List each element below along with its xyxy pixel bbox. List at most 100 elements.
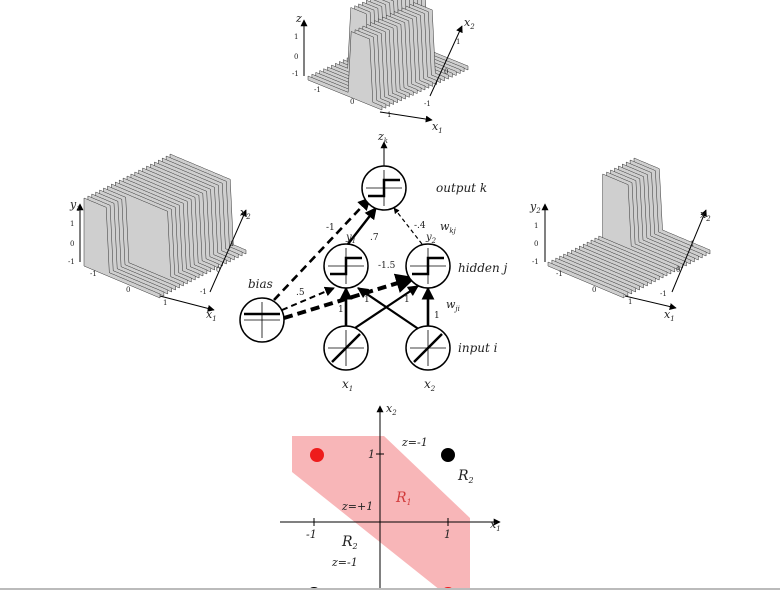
- surface-slice: [551, 259, 629, 297]
- edge-x1-y2: [351, 285, 419, 331]
- surface-slice: [563, 253, 640, 291]
- x1-tick-0: 0: [350, 98, 354, 106]
- y2-axis-label: y2: [529, 200, 541, 215]
- edge-x2-y1: [357, 287, 421, 331]
- output-node: [361, 165, 407, 211]
- weight-bias-y2: -1.5: [378, 261, 396, 271]
- edge-y1-out: [347, 207, 377, 245]
- z-tick-1: 1: [294, 33, 298, 41]
- surface-slice: [547, 261, 625, 299]
- z-tick-neg1: -1: [292, 70, 299, 78]
- surface-slice: [586, 241, 664, 279]
- left-x1-tick-neg1: -1: [90, 270, 97, 278]
- point-black-top: [441, 448, 455, 462]
- zk-label: zk: [377, 130, 388, 145]
- z-tick-0: 0: [294, 53, 298, 61]
- edge-y2-out: [393, 207, 423, 245]
- left-x1-tick-1: 1: [163, 299, 167, 307]
- surface-slice: [571, 249, 648, 287]
- z-axis-label: z: [295, 12, 302, 25]
- x2-tick-0: 0: [444, 68, 448, 76]
- right-x2-tick-1: 1: [690, 240, 694, 248]
- wji-label: wji: [446, 298, 460, 313]
- y1-tick-0: 0: [70, 240, 74, 248]
- surface-slice: [590, 239, 668, 277]
- tick-x-pos1: 1: [444, 528, 451, 541]
- left-x1-tick-0: 0: [126, 286, 130, 294]
- label-z-plus: z=+1: [341, 500, 373, 513]
- surface-left: [83, 153, 247, 299]
- hidden-node-y1: [323, 243, 369, 289]
- step-function-icon: [368, 178, 400, 198]
- x2-axis-label: x2: [386, 402, 397, 417]
- bias-label: bias: [248, 277, 273, 291]
- y1-label: y1: [345, 232, 356, 245]
- y1-axis-label: y1: [69, 198, 81, 213]
- label-region-r2-top: R2: [457, 468, 474, 485]
- weight-x2-y2: 1: [434, 311, 440, 321]
- right-x1-tick-0: 0: [592, 286, 596, 294]
- plot-3d-right: y2 1 0 -1 -1 0 1 -1 0 1 x1 x2: [529, 157, 711, 323]
- input-node-x2: [405, 325, 451, 371]
- surface-slice: [575, 247, 652, 285]
- surface-slice: [594, 237, 672, 275]
- right-x1-axis-label: x1: [664, 308, 675, 323]
- weight-x2-y1: 1: [404, 295, 410, 305]
- y1-tick-1: 1: [70, 220, 74, 228]
- network-diagram: zk output k hidden j input i bias wkj wj…: [239, 130, 508, 393]
- surface-slice: [83, 197, 161, 299]
- weight-y2-out: -.4: [414, 221, 426, 231]
- left-x2-axis-label: x2: [240, 206, 251, 221]
- surface-slice: [598, 235, 676, 273]
- label-region-r2-bottom: R2: [341, 534, 358, 551]
- plot-3d-top: z 1 0 -1 -1 0 1 -1 0 1 x1 x2: [292, 0, 475, 135]
- step-function-icon: [412, 256, 444, 276]
- surface-slice: [555, 257, 633, 295]
- x2-tick-1: 1: [456, 38, 460, 46]
- x1-input-label: x1: [342, 377, 353, 393]
- linear-function-icon: [331, 333, 361, 363]
- hidden-node-y2: [405, 243, 451, 289]
- linear-function-icon: [413, 333, 443, 363]
- wkj-label: wkj: [440, 220, 457, 235]
- weight-x1-y2: 1: [364, 295, 370, 305]
- surface-right: [547, 157, 711, 299]
- step-function-icon: [330, 256, 362, 276]
- x1-tick-1: 1: [387, 111, 391, 119]
- y2-tick-1: 1: [534, 222, 538, 230]
- bias-node: [239, 297, 285, 343]
- y2-label: y2: [425, 232, 437, 245]
- left-x1-axis-label: x1: [206, 308, 217, 323]
- decision-region-plot: x2 x1 -1 1 1 z=-1 z=+1 z=-1 R1 R2 R2: [280, 402, 501, 590]
- x1-tick-neg1: -1: [314, 86, 321, 94]
- weight-y1-out: .7: [370, 233, 379, 243]
- y2-tick-neg1: -1: [532, 258, 539, 266]
- x2-tick-neg1: -1: [424, 100, 431, 108]
- left-x2-tick-1: 1: [230, 240, 234, 248]
- edge-bias-y2: [283, 273, 416, 320]
- weight-x1-y1: 1: [338, 305, 344, 315]
- input-layer-label: input i: [458, 341, 498, 355]
- weight-bias-out: -1: [326, 223, 335, 233]
- plot-3d-left: y1 1 0 -1 -1 0 1 -1 0 1 x1 x2: [68, 153, 251, 323]
- tick-x-neg1: -1: [306, 528, 317, 541]
- right-x2-tick-0: 0: [676, 266, 680, 274]
- surface-slice: [307, 31, 383, 111]
- y2-tick-0: 0: [534, 240, 538, 248]
- label-z-minus-top: z=-1: [401, 436, 428, 449]
- right-x1-tick-neg1: -1: [556, 270, 563, 278]
- left-x2-tick-neg1: -1: [200, 288, 207, 296]
- input-node-x1: [323, 325, 369, 371]
- right-x1-tick-1: 1: [628, 298, 632, 306]
- x2-axis-label: x2: [464, 16, 475, 31]
- surface-slice: [579, 245, 656, 283]
- output-layer-label: output k: [436, 181, 487, 195]
- y1-tick-neg1: -1: [68, 258, 75, 266]
- weight-bias-y1: .5: [296, 288, 305, 298]
- x1-axis-label: x1: [490, 518, 501, 533]
- right-x2-tick-neg1: -1: [660, 290, 667, 298]
- x1-axis-label: x1: [432, 120, 443, 135]
- edge-bias-out: [273, 197, 371, 301]
- right-x2-axis-label: x2: [700, 208, 711, 223]
